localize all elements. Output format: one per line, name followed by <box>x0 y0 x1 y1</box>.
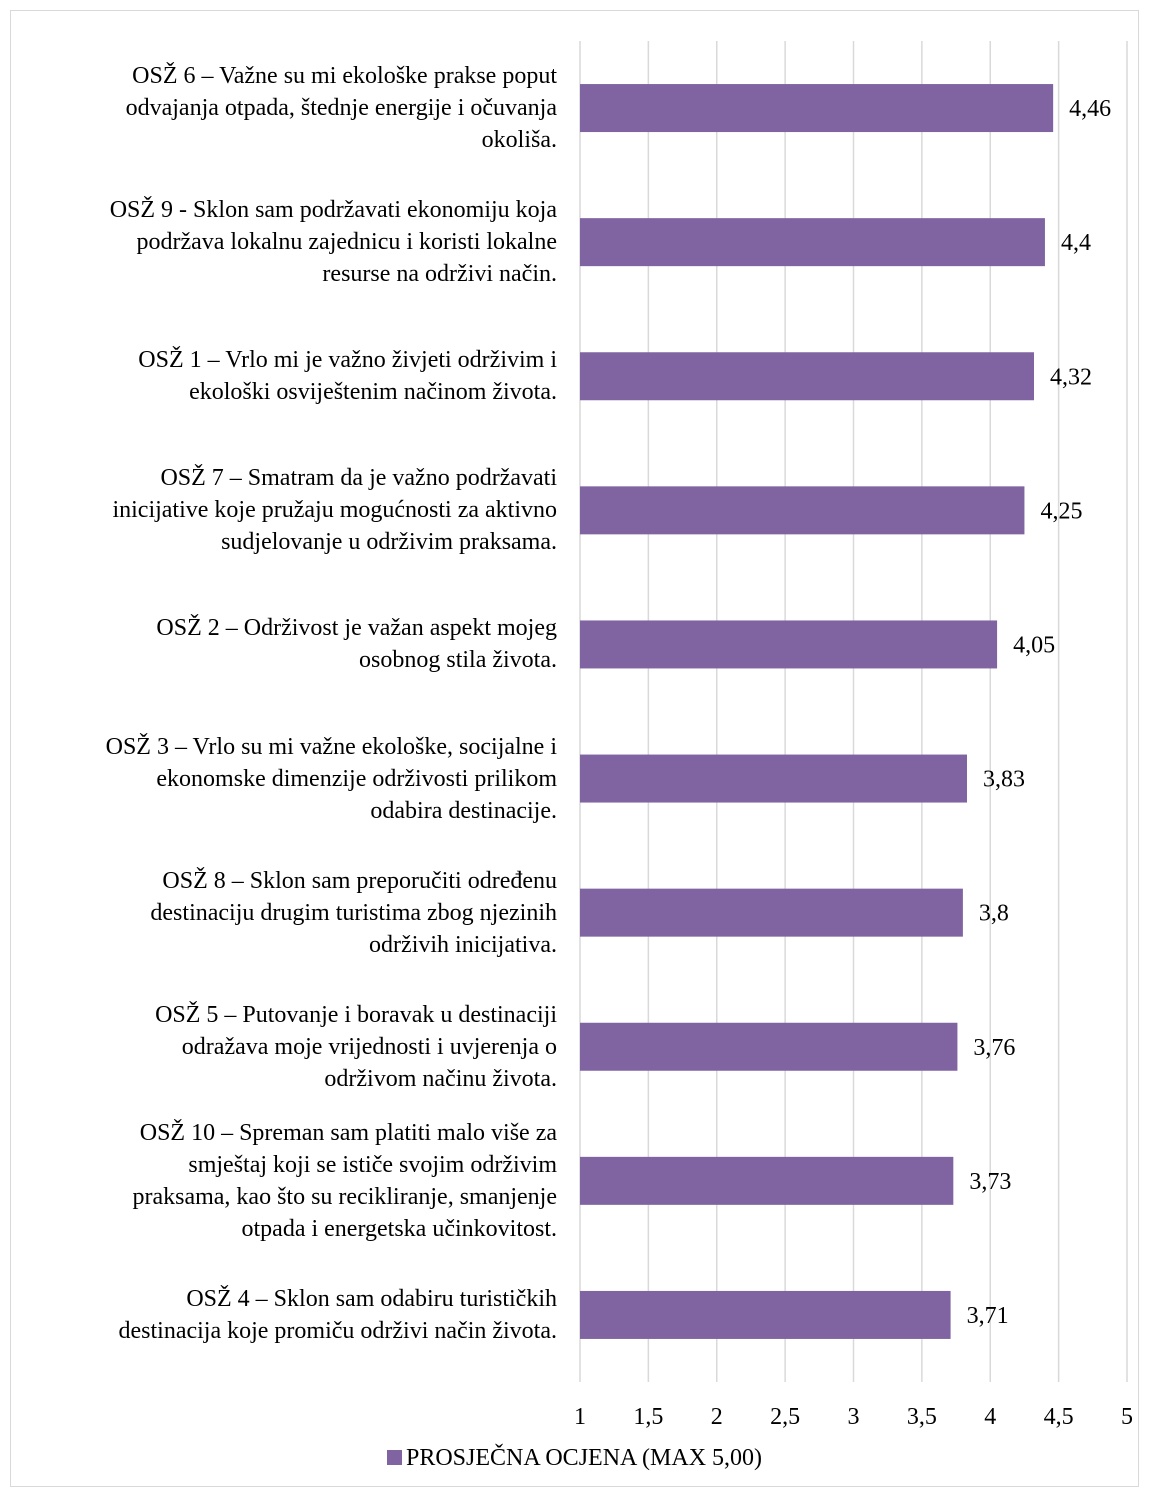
data-label: 3,73 <box>969 1169 1011 1195</box>
bar <box>580 1022 958 1071</box>
category-label: OSŽ 7 – Smatram da je važno podržavati i… <box>112 465 557 556</box>
data-label: 4,32 <box>1050 364 1092 390</box>
data-label: 4,05 <box>1013 632 1055 658</box>
category-label: OSŽ 4 – Sklon sam odabiru turističkih de… <box>118 1285 557 1344</box>
data-label: 3,8 <box>979 901 1009 927</box>
category-label: OSŽ 2 – Održivost je važan aspekt mojeg … <box>156 615 557 674</box>
x-tick-label: 3,5 <box>907 1404 937 1430</box>
data-label: 3,71 <box>967 1303 1009 1329</box>
bar <box>580 620 998 669</box>
data-label: 4,25 <box>1040 498 1082 524</box>
category-label: OSŽ 6 – Važne su mi ekološke prakse popu… <box>125 63 557 154</box>
bar <box>580 1290 951 1339</box>
category-label: OSŽ 5 – Putovanje i boravak u destinacij… <box>155 1001 557 1092</box>
bar <box>580 352 1035 401</box>
category-label: OSŽ 3 – Vrlo su mi važne ekološke, socij… <box>105 733 557 824</box>
bar <box>580 218 1045 267</box>
legend: PROSJEČNA OCJENA (MAX 5,00) <box>0 1445 1149 1472</box>
bar <box>580 888 963 937</box>
data-label: 4,46 <box>1069 96 1111 122</box>
category-label: OSŽ 8 – Sklon sam preporučiti određenu d… <box>150 867 557 958</box>
bar <box>580 754 968 803</box>
x-tick-label: 4,5 <box>1044 1404 1074 1430</box>
x-tick-label: 1,5 <box>633 1404 663 1430</box>
bar <box>580 84 1054 133</box>
category-label: OSŽ 9 - Sklon sam podržavati ekonomiju k… <box>109 197 557 288</box>
data-label: 4,4 <box>1061 230 1091 256</box>
x-tick-label: 1 <box>574 1404 586 1430</box>
category-label: OSŽ 10 – Spreman sam platiti malo više z… <box>132 1119 557 1242</box>
x-tick-label: 4 <box>984 1404 996 1430</box>
data-label: 3,83 <box>983 767 1025 793</box>
legend-label: PROSJEČNA OCJENA (MAX 5,00) <box>405 1445 763 1471</box>
legend-swatch <box>386 1449 402 1465</box>
bar <box>580 1156 954 1205</box>
x-tick-label: 5 <box>1121 1404 1133 1430</box>
x-tick-label: 3 <box>848 1404 860 1430</box>
bar <box>580 486 1025 535</box>
x-tick-label: 2 <box>711 1404 723 1430</box>
data-label: 3,76 <box>973 1035 1015 1061</box>
category-label: OSŽ 1 – Vrlo mi je važno živjeti održivi… <box>138 347 557 406</box>
x-tick-label: 2,5 <box>770 1404 800 1430</box>
